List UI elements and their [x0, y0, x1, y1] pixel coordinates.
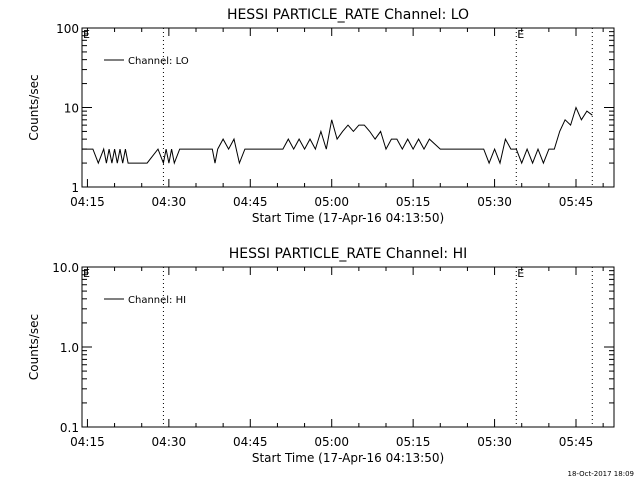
chart-2-xtick-label: 04:30	[152, 435, 187, 449]
chart-2-ylabel: Counts/sec	[27, 314, 41, 380]
chart-1-xtick-label: 05:15	[396, 195, 431, 209]
chart-2-xtick-label: 04:45	[233, 435, 268, 449]
chart-1-corner-label: E	[83, 28, 90, 41]
chart-1-legend-label: Channel: LO	[128, 56, 189, 67]
chart-1-xtick-label: 04:45	[233, 195, 268, 209]
chart-1-title: HESSI PARTICLE_RATE Channel: LO	[227, 7, 469, 23]
chart-1-event-label: E	[517, 28, 524, 41]
chart-1-ytick-label: 100	[56, 22, 79, 36]
chart-2-ytick-label: 10.0	[52, 261, 79, 275]
chart-2-xtick-label: 05:45	[559, 435, 594, 449]
chart-1-xtick-label: 04:30	[152, 195, 187, 209]
chart-1-frame	[81, 27, 615, 188]
chart-1-xtick-label: 05:30	[477, 195, 512, 209]
chart-1-ytick-label: 1	[71, 181, 79, 195]
chart-2-xlabel: Start Time (17-Apr-16 04:13:50)	[252, 451, 444, 465]
chart-2-xtick-label: 04:15	[70, 435, 105, 449]
chart-2-xtick-label: 05:15	[396, 435, 431, 449]
chart-2-legend-label: Channel: HI	[128, 295, 186, 306]
chart-2-event-label: E	[517, 267, 524, 280]
chart-1-xlabel: Start Time (17-Apr-16 04:13:50)	[252, 211, 444, 225]
chart-1-xtick-label: 04:15	[70, 195, 105, 209]
chart-1-xtick-label: 05:45	[559, 195, 594, 209]
chart-2-xtick-label: 05:30	[477, 435, 512, 449]
chart-2-title: HESSI PARTICLE_RATE Channel: HI	[229, 246, 467, 262]
chart-1-ytick-label: 10	[64, 102, 79, 116]
chart-1-xtick-label: 05:00	[314, 195, 349, 209]
chart-2-ytick-label: 1.0	[60, 341, 79, 355]
chart-2-xtick-label: 05:00	[314, 435, 349, 449]
footer-timestamp: 18-Oct-2017 18:09	[567, 470, 634, 478]
chart-2-frame	[81, 266, 615, 428]
chart-2-corner-label: E	[83, 267, 90, 280]
chart-1-ylabel: Counts/sec	[27, 74, 41, 140]
chart-2-ytick-label: 0.1	[60, 421, 79, 435]
chart-1-series-line	[82, 106, 593, 165]
